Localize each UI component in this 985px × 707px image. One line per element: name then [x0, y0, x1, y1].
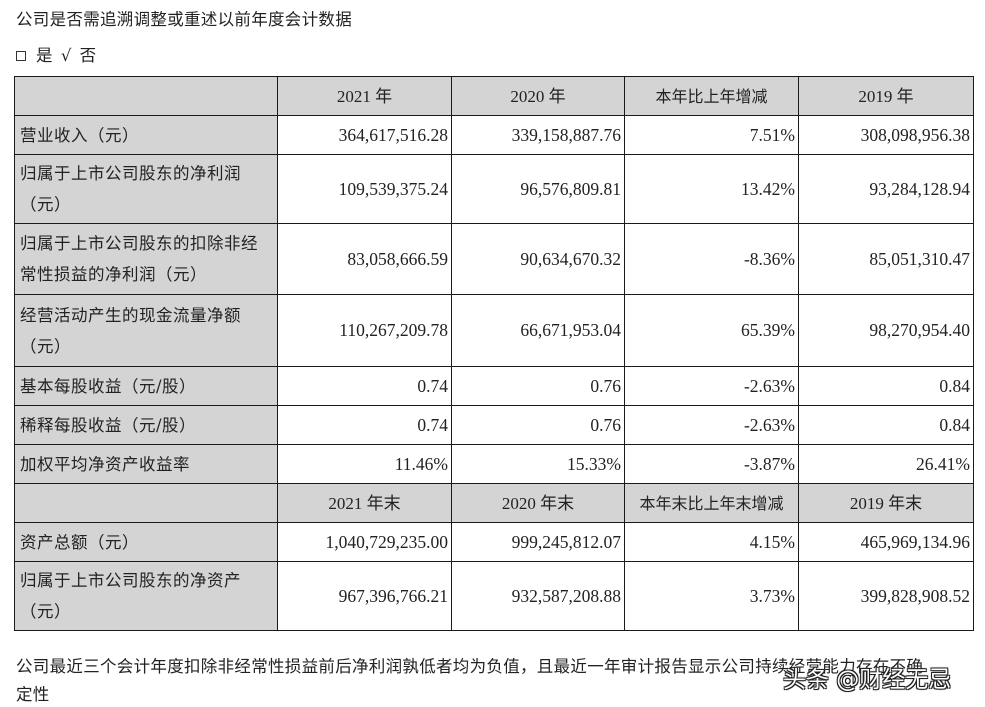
value-2021: 110,267,209.78	[277, 294, 452, 367]
section-title: 公司是否需追溯调整或重述以前年度会计数据	[16, 10, 352, 29]
table-row: 营业收入（元） 364,617,516.28 339,158,887.76 7.…	[14, 115, 974, 155]
header-col-2020: 2020 年	[451, 76, 625, 116]
row-label: 资产总额（元）	[14, 522, 278, 562]
header-col-2020-end: 2020 年末	[451, 483, 625, 523]
value-change: -8.36%	[624, 223, 799, 295]
row-label: 经营活动产生的现金流量净额（元）	[14, 294, 278, 367]
header-col-change-end: 本年末比上年末增减	[624, 483, 799, 523]
table-row: 稀释每股收益（元/股） 0.74 0.76 -2.63% 0.84	[14, 405, 974, 445]
row-label: 归属于上市公司股东的净资产（元）	[14, 561, 278, 631]
value-2020: 0.76	[451, 366, 625, 406]
table-header-row: 2021 年 2020 年 本年比上年增减 2019 年	[14, 76, 974, 116]
table-row: 归属于上市公司股东的扣除非经常性损益的净利润（元） 83,058,666.59 …	[14, 223, 974, 295]
footer-note-line-1: 公司最近三个会计年度扣除非经常性损益前后净利润孰低者均为负值，且最近一年审计报告…	[16, 657, 924, 676]
row-label: 归属于上市公司股东的扣除非经常性损益的净利润（元）	[14, 223, 278, 295]
value-change-end: 3.73%	[624, 561, 799, 631]
table-row: 资产总额（元） 1,040,729,235.00 999,245,812.07 …	[14, 522, 974, 562]
value-2021: 364,617,516.28	[277, 115, 452, 155]
header-label-cell	[14, 483, 278, 523]
value-change: -2.63%	[624, 405, 799, 445]
value-change-end: 4.15%	[624, 522, 799, 562]
value-2020: 66,671,953.04	[451, 294, 625, 367]
value-2019: 98,270,954.40	[798, 294, 974, 367]
value-2021-end: 967,396,766.21	[277, 561, 452, 631]
table-row: 归属于上市公司股东的净利润（元） 109,539,375.24 96,576,8…	[14, 154, 974, 224]
watermark: 头条 @财经无忌	[783, 667, 952, 693]
value-2021: 11.46%	[277, 444, 452, 484]
financial-data-table: 2021 年 2020 年 本年比上年增减 2019 年 营业收入（元） 364…	[14, 76, 974, 631]
value-change: -3.87%	[624, 444, 799, 484]
value-2019: 26.41%	[798, 444, 974, 484]
value-change: -2.63%	[624, 366, 799, 406]
row-label: 基本每股收益（元/股）	[14, 366, 278, 406]
header-col-change: 本年比上年增减	[624, 76, 799, 116]
value-2021-end: 1,040,729,235.00	[277, 522, 452, 562]
header-col-2021-end: 2021 年末	[277, 483, 452, 523]
header-col-2019-end: 2019 年末	[798, 483, 974, 523]
value-change: 65.39%	[624, 294, 799, 367]
value-2019: 93,284,128.94	[798, 154, 974, 224]
value-2020: 96,576,809.81	[451, 154, 625, 224]
value-2019: 308,098,956.38	[798, 115, 974, 155]
value-2019-end: 465,969,134.96	[798, 522, 974, 562]
restatement-choice: 是 √ 否	[16, 44, 104, 68]
table-row: 经营活动产生的现金流量净额（元） 110,267,209.78 66,671,9…	[14, 294, 974, 367]
footer-note-line-2: 定性	[16, 685, 50, 704]
value-2020: 0.76	[451, 405, 625, 445]
header-label-cell	[14, 76, 278, 116]
table-row: 加权平均净资产收益率 11.46% 15.33% -3.87% 26.41%	[14, 444, 974, 484]
value-2019: 0.84	[798, 405, 974, 445]
value-2020-end: 999,245,812.07	[451, 522, 625, 562]
value-2021: 0.74	[277, 366, 452, 406]
value-2019: 85,051,310.47	[798, 223, 974, 295]
value-2020: 90,634,670.32	[451, 223, 625, 295]
check-mark-icon: √	[60, 46, 72, 65]
row-label: 营业收入（元）	[14, 115, 278, 155]
value-2021: 0.74	[277, 405, 452, 445]
header-col-2019: 2019 年	[798, 76, 974, 116]
table-row: 归属于上市公司股东的净资产（元） 967,396,766.21 932,587,…	[14, 561, 974, 631]
header-col-2021: 2021 年	[277, 76, 452, 116]
value-2019-end: 399,828,908.52	[798, 561, 974, 631]
table-row: 基本每股收益（元/股） 0.74 0.76 -2.63% 0.84	[14, 366, 974, 406]
value-change: 13.42%	[624, 154, 799, 224]
value-change: 7.51%	[624, 115, 799, 155]
value-2020-end: 932,587,208.88	[451, 561, 625, 631]
choice-yes-label: 是	[36, 46, 53, 65]
value-2021: 109,539,375.24	[277, 154, 452, 224]
row-label: 稀释每股收益（元/股）	[14, 405, 278, 445]
value-2020: 15.33%	[451, 444, 625, 484]
table-header-row: 2021 年末 2020 年末 本年末比上年末增减 2019 年末	[14, 483, 974, 523]
row-label: 加权平均净资产收益率	[14, 444, 278, 484]
choice-no-label: 否	[79, 46, 97, 65]
checkbox-icon	[16, 50, 26, 61]
value-2020: 339,158,887.76	[451, 115, 625, 155]
value-2019: 0.84	[798, 366, 974, 406]
value-2021: 83,058,666.59	[277, 223, 452, 295]
row-label: 归属于上市公司股东的净利润（元）	[14, 154, 278, 224]
